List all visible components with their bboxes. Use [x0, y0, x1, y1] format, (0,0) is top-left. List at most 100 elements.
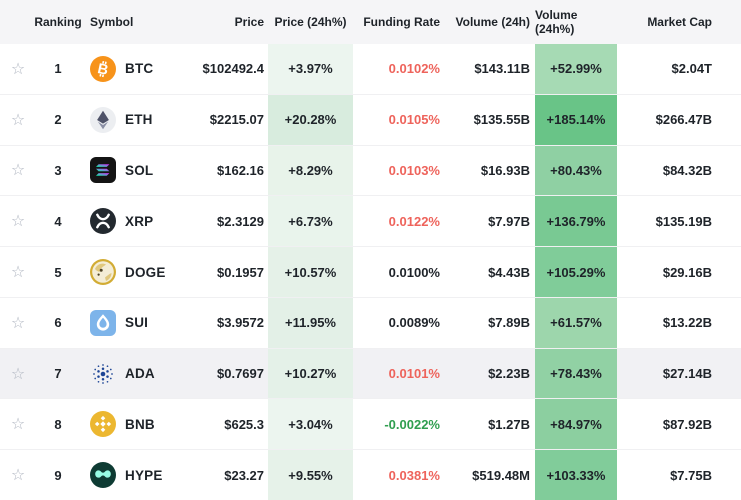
doge-coin-icon [90, 259, 116, 286]
header-volume[interactable]: Volume (24h) [455, 15, 530, 29]
volume-change-cell: +52.99% [530, 44, 617, 94]
market-cap-cell: $266.47B [655, 112, 712, 128]
symbol-cell[interactable]: B BTC [80, 44, 185, 94]
price-cell: $0.1957 [217, 264, 264, 280]
favorite-star-icon[interactable]: ☆ [10, 365, 26, 383]
price-change-cell: +9.55% [268, 450, 353, 500]
price-cell: $3.9572 [217, 315, 264, 331]
table-row[interactable]: ☆ 3 SOL $162.16 +8.29% 0.0103% $16.93B +… [0, 145, 741, 197]
market-cap-cell: $29.16B [662, 264, 712, 280]
header-price[interactable]: Price [234, 15, 264, 29]
sol-coin-icon [90, 157, 116, 184]
market-cap-cell: $27.14B [662, 366, 712, 382]
ranking-cell: 4 [54, 213, 62, 229]
price-change-cell: +20.28% [268, 94, 353, 145]
price-cell: $162.16 [217, 162, 264, 178]
ranking-cell: 3 [54, 162, 62, 178]
favorite-star-icon[interactable]: ☆ [10, 111, 26, 129]
symbol-cell[interactable]: XRP [80, 196, 185, 246]
volume-cell: $519.48M [472, 467, 530, 483]
header-funding-rate[interactable]: Funding Rate [363, 15, 440, 29]
table-row[interactable]: ☆ 9 HYPE $23.27 +9.55% 0.0381% $519.48M … [0, 450, 741, 500]
table-row[interactable]: ☆ 7 ADA $0.7697 +10.27% 0.0101% $2.23B +… [0, 348, 741, 400]
ranking-cell: 9 [54, 467, 62, 483]
favorite-star-icon[interactable]: ☆ [10, 60, 26, 78]
volume-cell: $1.27B [488, 416, 530, 432]
funding-rate-cell: 0.0089% [388, 315, 440, 331]
favorite-star-icon[interactable]: ☆ [10, 264, 26, 282]
funding-rate-cell: 0.0122% [388, 213, 440, 229]
symbol-cell[interactable]: SUI [80, 298, 185, 348]
eth-coin-icon [90, 106, 116, 133]
table-row[interactable]: ☆ 1 B BTC $102492.4 +3.97% 0.0102% $143.… [0, 44, 741, 95]
table-row[interactable]: ☆ 8 BNB $625.3 +3.04% -0.0022% $1.27B +8… [0, 399, 741, 451]
volume-cell: $16.93B [480, 162, 530, 178]
ranking-cell: 5 [54, 264, 62, 280]
table-body: ☆ 1 B BTC $102492.4 +3.97% 0.0102% $143.… [0, 44, 741, 500]
symbol-cell[interactable]: HYPE [80, 450, 185, 500]
table-row[interactable]: ☆ 6 SUI $3.9572 +11.95% 0.0089% $7.89B +… [0, 297, 741, 349]
ranking-cell: 1 [54, 61, 62, 77]
market-cap-cell: $7.75B [670, 467, 712, 483]
funding-rate-cell: 0.0103% [388, 162, 440, 178]
price-change-cell: +3.04% [268, 399, 353, 450]
volume-change-cell: +136.79% [530, 196, 617, 247]
price-change-cell: +11.95% [268, 297, 353, 348]
favorite-star-icon[interactable]: ☆ [10, 314, 26, 332]
symbol-cell[interactable]: DOGE [80, 247, 185, 297]
favorite-star-icon[interactable]: ☆ [10, 213, 26, 231]
symbol-cell[interactable]: ADA [80, 349, 185, 399]
symbol-label: HYPE [125, 467, 163, 483]
btc-coin-icon: B [90, 55, 116, 82]
funding-rate-cell: 0.0101% [388, 366, 440, 382]
favorite-star-icon[interactable]: ☆ [10, 467, 26, 485]
funding-rate-cell: 0.0381% [388, 467, 440, 483]
volume-cell: $7.97B [488, 213, 530, 229]
funding-rate-cell: 0.0102% [388, 61, 440, 77]
ranking-cell: 2 [54, 112, 62, 128]
symbol-label: BTC [125, 61, 154, 77]
volume-cell: $135.55B [473, 112, 530, 128]
symbol-cell[interactable]: SOL [80, 146, 185, 196]
symbol-label: SOL [125, 162, 154, 178]
symbol-cell[interactable]: BNB [80, 399, 185, 449]
funding-rate-cell: -0.0022% [384, 416, 440, 432]
price-change-cell: +8.29% [268, 145, 353, 196]
symbol-cell[interactable]: ETH [80, 95, 185, 145]
price-cell: $2.3129 [217, 213, 264, 229]
header-favorite [0, 0, 36, 44]
volume-change-cell: +84.97% [530, 399, 617, 450]
symbol-label: BNB [125, 416, 155, 432]
price-cell: $2215.07 [209, 112, 264, 128]
table-header: Ranking Symbol Price Price (24h%) Fundin… [0, 0, 741, 44]
ranking-cell: 8 [54, 416, 62, 432]
price-change-cell: +10.27% [268, 348, 353, 399]
market-cap-cell: $2.04T [671, 61, 712, 77]
table-row[interactable]: ☆ 5 DOGE $0.1957 +10.57% 0.0100% $4.43B … [0, 247, 741, 298]
symbol-label: XRP [125, 213, 154, 229]
favorite-star-icon[interactable]: ☆ [10, 162, 26, 180]
header-ranking[interactable]: Ranking [34, 15, 82, 29]
table-row[interactable]: ☆ 4 XRP $2.3129 +6.73% 0.0122% $7.97B +1… [0, 196, 741, 248]
volume-cell: $2.23B [488, 366, 530, 382]
price-cell: $23.27 [224, 467, 264, 483]
header-market-cap[interactable]: Market Cap [647, 15, 712, 29]
header-symbol[interactable]: Symbol [90, 15, 134, 29]
symbol-label: ADA [125, 366, 155, 382]
volume-change-cell: +61.57% [530, 297, 617, 348]
price-cell: $102492.4 [202, 61, 264, 77]
funding-rate-cell: 0.0105% [388, 112, 440, 128]
header-price-change[interactable]: Price (24h%) [274, 15, 347, 29]
header-volume-change[interactable]: Volume (24h%) [535, 8, 578, 36]
volume-change-cell: +185.14% [530, 94, 617, 145]
price-change-cell: +3.97% [268, 44, 353, 94]
price-change-cell: +6.73% [268, 196, 353, 247]
table-row[interactable]: ☆ 2 ETH $2215.07 +20.28% 0.0105% $135.55… [0, 94, 741, 146]
volume-cell: $4.43B [488, 264, 530, 280]
favorite-star-icon[interactable]: ☆ [10, 416, 26, 434]
symbol-label: DOGE [125, 264, 166, 280]
price-cell: $0.7697 [217, 366, 264, 382]
volume-cell: $143.11B [474, 61, 530, 77]
xrp-coin-icon [90, 208, 116, 235]
